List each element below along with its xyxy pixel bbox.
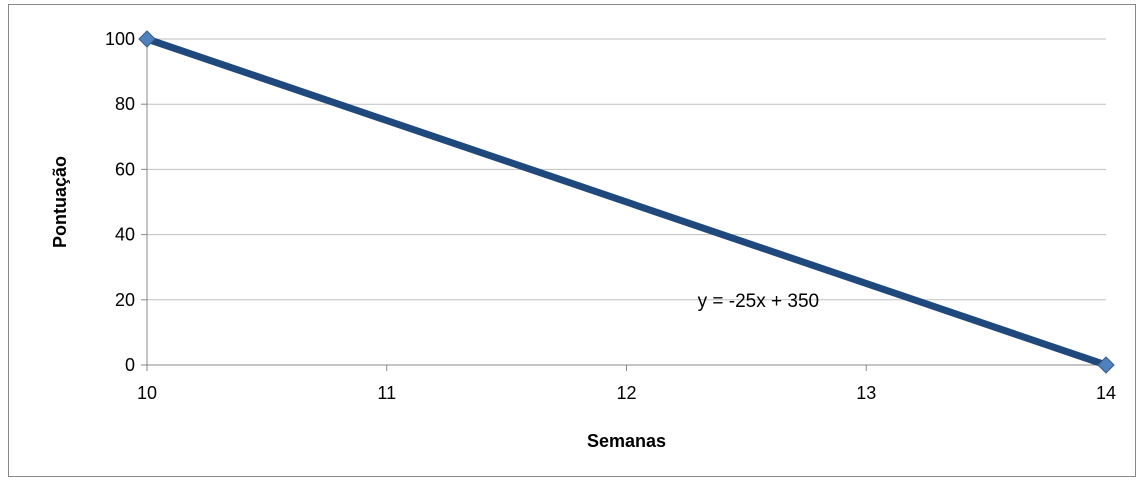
axes (141, 38, 1107, 371)
x-tick-label-12: 12 (616, 383, 636, 403)
series-line-0 (143, 35, 1110, 369)
y-tick-label-80: 80 (115, 94, 135, 114)
tick-labels: 0 20 40 60 80 100 10 11 12 13 14 (105, 29, 1116, 403)
x-tick-label-14: 14 (1096, 383, 1116, 403)
annotations: y = -25x + 350 (698, 291, 819, 312)
y-tick-label-20: 20 (115, 290, 135, 310)
x-tick-label-11: 11 (377, 383, 396, 403)
data-point-marker-1 (1097, 356, 1115, 374)
y-tick-label-100: 100 (105, 29, 135, 49)
x-tick-label-13: 13 (856, 383, 876, 403)
series (143, 35, 1110, 369)
chart-frame (8, 4, 1136, 477)
y-tick-label-0: 0 (125, 355, 135, 375)
data-point-marker-0 (138, 30, 156, 48)
gridlines (147, 38, 1106, 301)
y-tick-label-60: 60 (115, 159, 135, 179)
x-tick-label-10: 10 (137, 383, 157, 403)
trendline-equation-label: y = -25x + 350 (698, 291, 819, 312)
y-axis-title: Pontuação (50, 156, 70, 248)
markers (138, 30, 1115, 374)
x-axis-title: Semanas (587, 431, 666, 451)
y-tick-label-40: 40 (115, 225, 135, 245)
